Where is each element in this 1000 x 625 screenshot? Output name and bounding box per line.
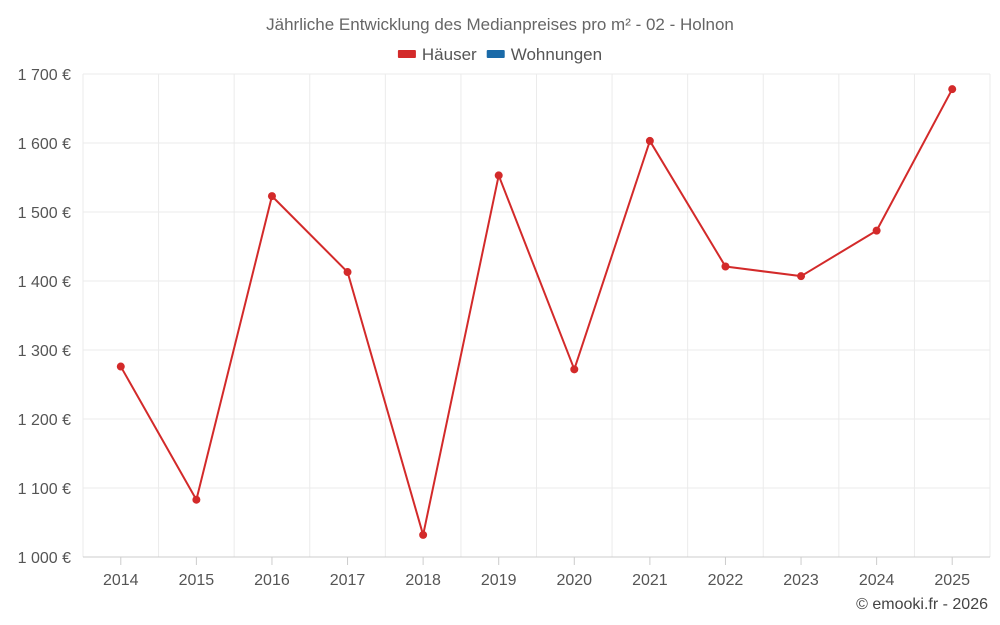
- data-point[interactable]: [797, 272, 806, 281]
- x-tick-label: 2015: [179, 572, 215, 589]
- x-tick-label: 2016: [254, 572, 290, 589]
- legend-label[interactable]: Wohnungen: [511, 45, 602, 64]
- legend-swatch[interactable]: [397, 50, 416, 58]
- legend: Häuser Wohnungen: [397, 45, 602, 64]
- x-tick-label: 2025: [934, 572, 970, 589]
- data-point[interactable]: [645, 136, 654, 145]
- x-tick-label: 2022: [708, 572, 744, 589]
- legend-label[interactable]: Häuser: [422, 45, 477, 64]
- data-point[interactable]: [721, 262, 730, 271]
- y-tick-label: 1 400 €: [18, 274, 71, 291]
- data-point[interactable]: [343, 268, 352, 277]
- x-tick-label: 2021: [632, 572, 668, 589]
- y-tick-label: 1 100 €: [18, 481, 71, 498]
- data-point[interactable]: [494, 171, 503, 180]
- data-point[interactable]: [267, 192, 276, 201]
- y-tick-label: 1 700 €: [18, 67, 71, 84]
- x-tick-label: 2024: [859, 572, 895, 589]
- x-tick-label: 2014: [103, 572, 139, 589]
- x-tick-label: 2019: [481, 572, 517, 589]
- x-tick-label: 2017: [330, 572, 366, 589]
- y-tick-label: 1 500 €: [18, 205, 71, 222]
- data-point[interactable]: [116, 362, 125, 371]
- y-tick-label: 1 300 €: [18, 343, 71, 360]
- chart-title: Jährliche Entwicklung des Medianpreises …: [266, 15, 734, 34]
- credit-text: © emooki.fr - 2026: [856, 596, 988, 613]
- axes: 1 000 € 1 100 € 1 200 € 1 300 € 1 400 € 1 500…: [18, 67, 990, 589]
- data-point[interactable]: [192, 495, 201, 504]
- y-tick-label: 1 000 €: [18, 550, 71, 567]
- x-tick-label: 2018: [405, 572, 441, 589]
- data-point[interactable]: [948, 85, 957, 94]
- data-point[interactable]: [419, 530, 428, 539]
- x-tick-label: 2023: [783, 572, 819, 589]
- data-point[interactable]: [570, 365, 579, 374]
- legend-swatch[interactable]: [486, 50, 505, 58]
- series: [116, 85, 957, 539]
- y-tick-label: 1 600 €: [18, 136, 71, 153]
- x-tick-label: 2020: [556, 572, 592, 589]
- series-line: [119, 88, 954, 536]
- data-point[interactable]: [872, 226, 881, 235]
- grid: [82, 73, 991, 558]
- y-tick-label: 1 200 €: [18, 412, 71, 429]
